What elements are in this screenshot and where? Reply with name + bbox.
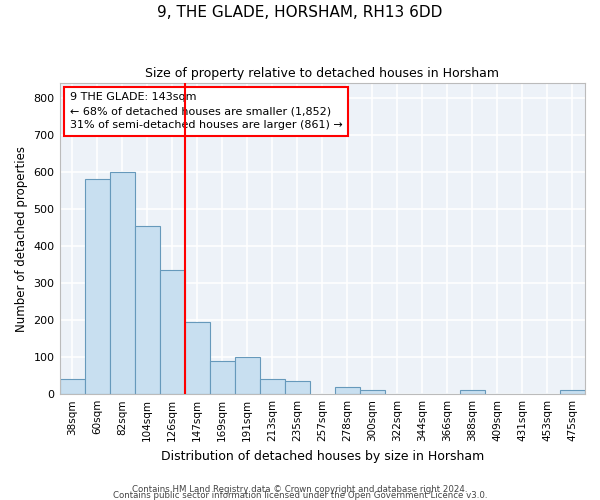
Bar bbox=[335, 387, 360, 394]
Bar bbox=[460, 390, 485, 394]
Bar bbox=[59, 380, 85, 394]
Bar bbox=[560, 390, 585, 394]
Bar bbox=[134, 226, 160, 394]
X-axis label: Distribution of detached houses by size in Horsham: Distribution of detached houses by size … bbox=[161, 450, 484, 462]
Bar bbox=[235, 357, 260, 394]
Bar bbox=[160, 270, 185, 394]
Bar bbox=[285, 381, 310, 394]
Bar bbox=[110, 172, 134, 394]
Text: Contains public sector information licensed under the Open Government Licence v3: Contains public sector information licen… bbox=[113, 492, 487, 500]
Text: 9, THE GLADE, HORSHAM, RH13 6DD: 9, THE GLADE, HORSHAM, RH13 6DD bbox=[157, 5, 443, 20]
Title: Size of property relative to detached houses in Horsham: Size of property relative to detached ho… bbox=[145, 68, 499, 80]
Bar bbox=[360, 390, 385, 394]
Text: 9 THE GLADE: 143sqm
← 68% of detached houses are smaller (1,852)
31% of semi-det: 9 THE GLADE: 143sqm ← 68% of detached ho… bbox=[70, 92, 343, 130]
Bar bbox=[85, 180, 110, 394]
Bar bbox=[185, 322, 209, 394]
Y-axis label: Number of detached properties: Number of detached properties bbox=[15, 146, 28, 332]
Bar bbox=[209, 361, 235, 394]
Bar bbox=[260, 380, 285, 394]
Text: Contains HM Land Registry data © Crown copyright and database right 2024.: Contains HM Land Registry data © Crown c… bbox=[132, 486, 468, 494]
